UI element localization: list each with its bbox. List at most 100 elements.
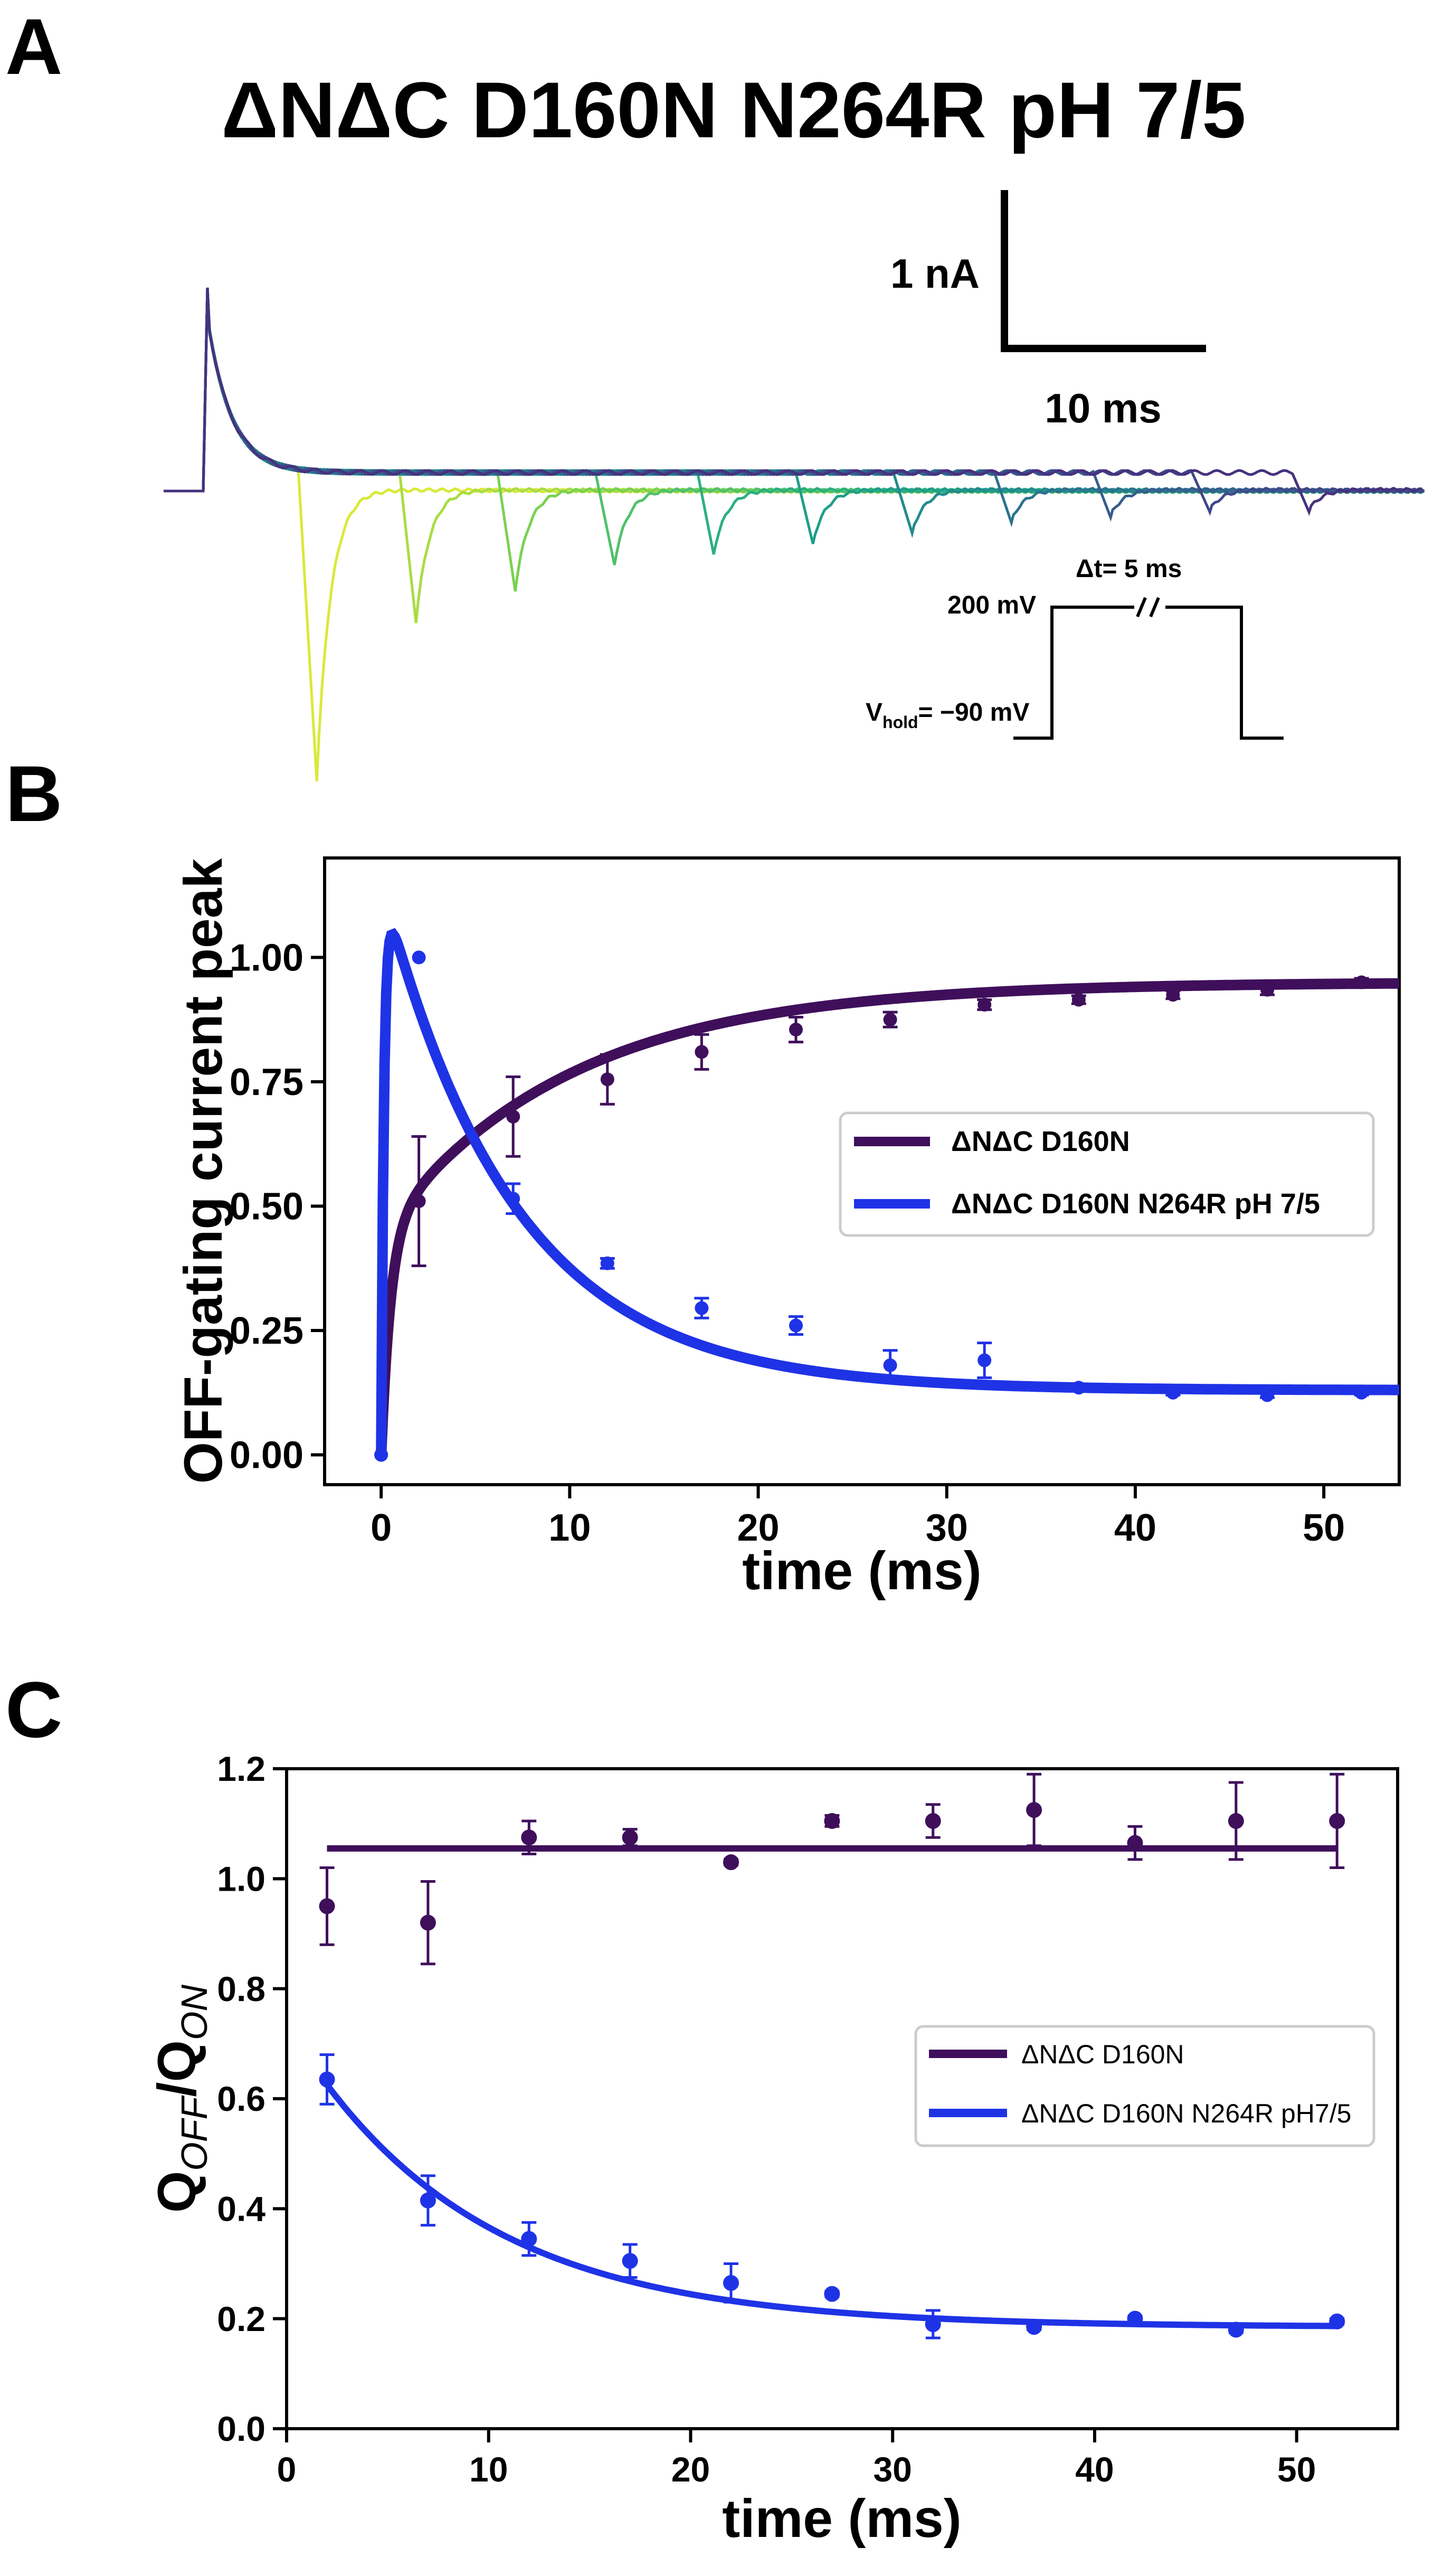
data-point-series-2 [374, 1448, 388, 1462]
protocol-hold-label: Vhold= −90 mV [866, 699, 1029, 732]
x-tick-label: 20 [671, 2450, 710, 2489]
data-point-series-2 [521, 2231, 537, 2247]
x-tick-label: 40 [1114, 1507, 1156, 1549]
data-point-series-2 [1166, 1385, 1180, 1400]
data-point-series-1 [412, 1194, 426, 1209]
protocol-break-mark-2 [1149, 597, 1160, 618]
panel-c-ylabel-sub2: ON [174, 1985, 215, 2040]
data-point-series-2 [319, 2071, 335, 2088]
data-point-series-2 [1329, 2313, 1345, 2329]
data-point-series-1 [883, 1013, 897, 1027]
x-tick-label: 50 [1277, 2450, 1316, 2489]
data-point-series-1 [506, 1109, 520, 1124]
panel-b-xlabel: time (ms) [742, 1541, 981, 1601]
protocol-waveform-end [1165, 606, 1284, 740]
protocol-hold-label-tail: = −90 mV [918, 699, 1030, 726]
y-tick-label: 0.6 [217, 2079, 265, 2118]
panel-c-label: C [5, 1665, 62, 1754]
x-tick-label: 10 [469, 2450, 508, 2489]
scale-bar-time-label: 10 ms [1045, 385, 1161, 431]
data-point-series-1 [1166, 988, 1180, 1002]
data-point-series-1 [622, 1829, 638, 1846]
data-point-series-2 [925, 2316, 941, 2333]
data-point-series-2 [622, 2253, 638, 2269]
data-point-series-1 [319, 1898, 335, 1914]
y-tick-label: 0.00 [230, 1435, 303, 1477]
panel-c-data-points [319, 1772, 1345, 2339]
fit-curve-series-2 [324, 2082, 1337, 2329]
data-point-series-2 [978, 1353, 992, 1367]
protocol-hold-label-v: V [866, 699, 882, 726]
data-point-series-1 [789, 1023, 803, 1037]
data-point-series-2 [506, 1192, 520, 1206]
panel-b-ticks: 0 10 20 30 40 50 0.00 0.25 0.50 0.75 1.00 [230, 937, 1345, 1549]
panel-c-ylabel: QOFF/QON [147, 1985, 215, 2213]
protocol-break-mark-1 [1136, 597, 1147, 618]
y-tick-label: 0.2 [217, 2299, 265, 2338]
data-point-series-2 [1260, 1388, 1274, 1402]
panel-c-legend-label-2: ΔNΔC D160N N264R pH7/5 [1021, 2099, 1351, 2128]
current-trace-6 [164, 287, 1423, 544]
current-trace-5 [164, 287, 1422, 555]
panel-c: C 0 10 20 30 40 50 0.0 0.2 0.4 0.6 0.8 1.0 1.2 time … [5, 1665, 1399, 2549]
fit-curve-series-1 [376, 978, 1400, 1455]
data-point-series-1 [1329, 1813, 1345, 1829]
protocol-hold-label-sub: hold [882, 713, 918, 732]
data-point-series-1 [600, 1072, 614, 1087]
panel-b-legend: ΔNΔC D160N ΔNΔC D160N N264R pH 7/5 [839, 1111, 1375, 1237]
y-tick-label: 0.25 [230, 1310, 303, 1352]
data-point-series-1 [1026, 1802, 1042, 1818]
data-point-series-1 [695, 1045, 709, 1059]
data-point-series-2 [1026, 2319, 1042, 2335]
x-tick-label: 30 [926, 1507, 968, 1549]
panel-c-xlabel: time (ms) [722, 2488, 961, 2549]
panel-b-label: B [5, 749, 62, 838]
y-tick-label: 1.00 [230, 937, 303, 979]
y-tick-label: 0.0 [217, 2409, 265, 2448]
panel-c-fit-curves [324, 1845, 1337, 2329]
scale-bar-current-label: 1 nA [890, 250, 980, 297]
panel-a: A ΔNΔC D160N N264R pH 7/5 1 nA 10 ms 200… [5, 2, 1425, 782]
x-tick-label: 50 [1303, 1507, 1345, 1549]
protocol-high-label: 200 mV [947, 591, 1036, 619]
data-point-series-1 [925, 1813, 941, 1829]
x-tick-label: 40 [1075, 2450, 1114, 2489]
y-tick-label: 0.75 [230, 1061, 303, 1103]
x-tick-label: 30 [873, 2450, 912, 2489]
protocol-dt-label: Δt= 5 ms [1076, 555, 1182, 583]
data-point-series-2 [412, 950, 426, 965]
data-point-series-1 [521, 1829, 537, 1846]
data-point-series-1 [1127, 1835, 1143, 1851]
data-point-series-2 [824, 2286, 840, 2302]
data-point-series-1 [1260, 983, 1274, 997]
panel-b-data-points [374, 950, 1369, 1462]
panel-b-legend-label-2: ΔNΔC D160N N264R pH 7/5 [951, 1188, 1320, 1220]
panel-c-ylabel-q1: Q [147, 2171, 207, 2213]
y-tick-label: 0.8 [217, 1969, 265, 2008]
x-tick-label: 10 [548, 1507, 591, 1549]
current-trace-10 [164, 287, 1425, 516]
scale-bar: 1 nA 10 ms [890, 190, 1206, 431]
data-point-series-2 [420, 2192, 436, 2209]
current-trace-2 [164, 287, 1422, 624]
y-tick-label: 0.50 [230, 1186, 303, 1228]
data-point-series-1 [723, 1854, 739, 1871]
data-point-series-1 [1228, 1813, 1244, 1829]
voltage-protocol: 200 mV Δt= 5 ms Vhold= −90 mV [866, 555, 1284, 740]
protocol-waveform [1013, 606, 1134, 740]
y-tick-label: 1.0 [217, 1859, 265, 1898]
current-trace-3 [164, 287, 1423, 592]
current-trace-7 [164, 287, 1425, 539]
panel-c-legend: ΔNΔC D160N ΔNΔC D160N N264R pH7/5 [914, 2025, 1375, 2147]
panel-a-label: A [5, 2, 62, 91]
data-point-series-2 [1127, 2310, 1143, 2327]
panel-b: B 0 10 20 30 40 50 0.00 0.25 0.50 0.75 1.00 time (… [5, 749, 1401, 1601]
current-trace-11 [164, 287, 1422, 516]
y-tick-label: 0.4 [217, 2189, 265, 2228]
y-tick-label: 1.2 [217, 1749, 265, 1788]
data-point-series-2 [789, 1318, 803, 1333]
panel-c-ylabel-sub1: OFF [174, 2094, 215, 2171]
data-point-series-1 [420, 1914, 436, 1931]
data-point-series-2 [600, 1256, 614, 1270]
